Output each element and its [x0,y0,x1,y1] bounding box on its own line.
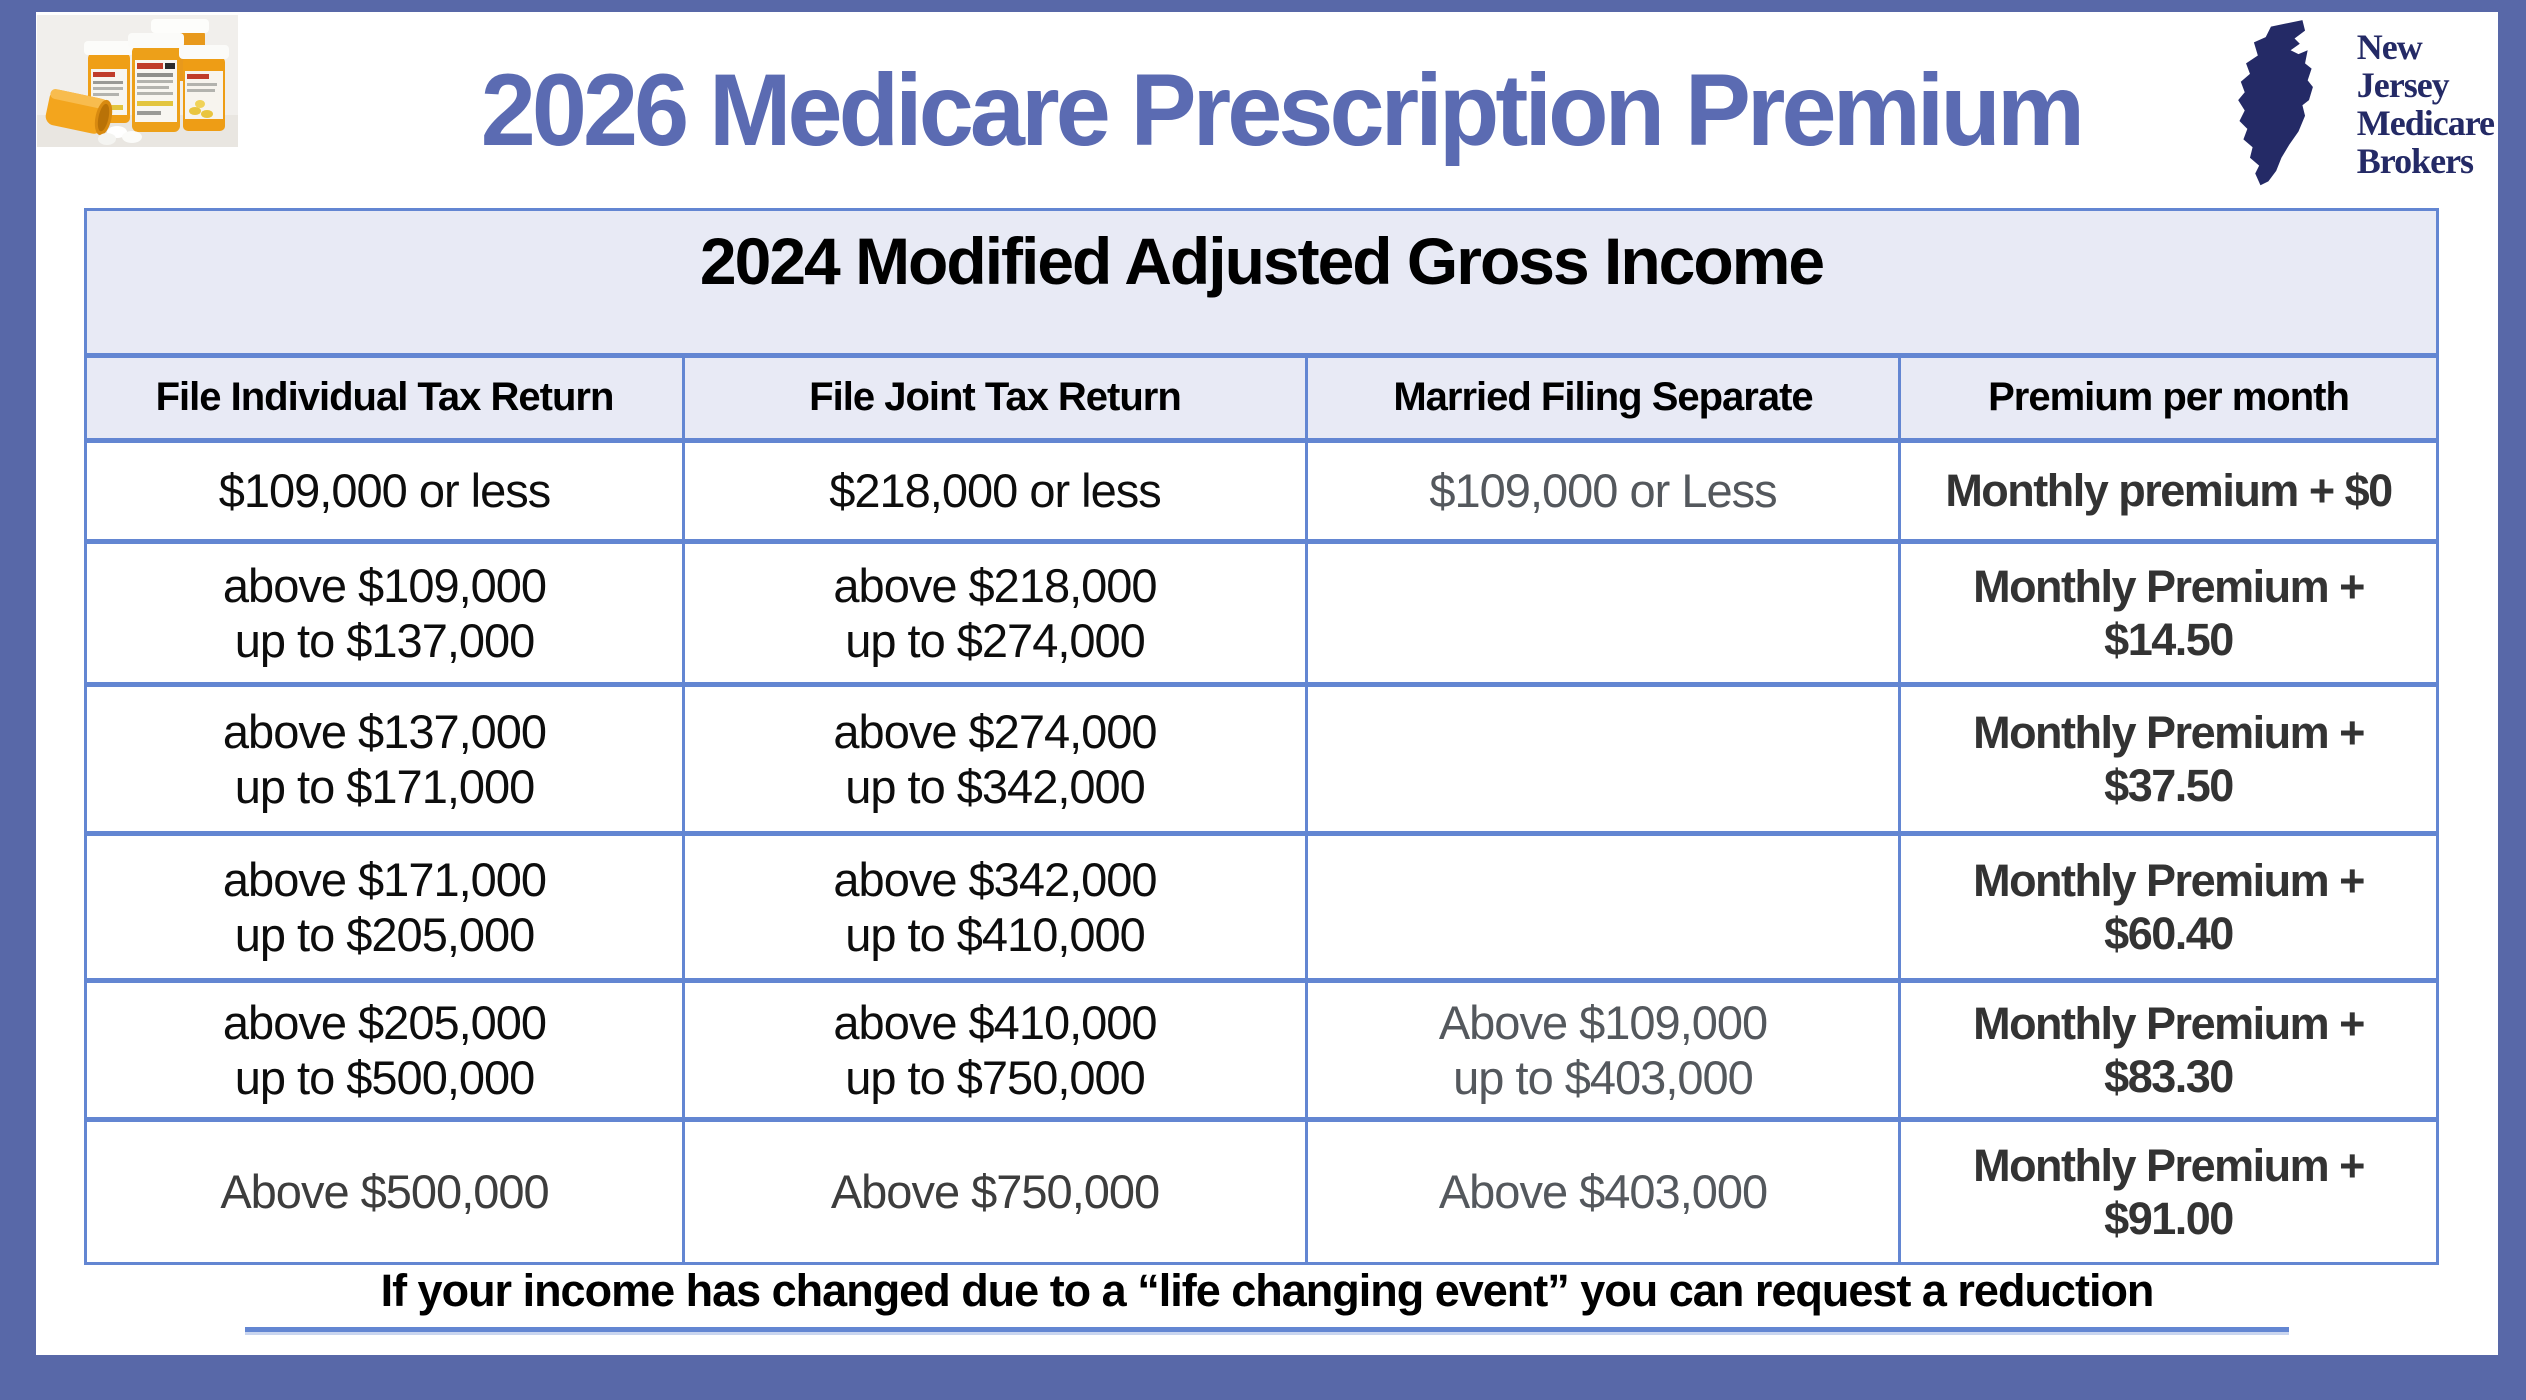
cell-r1-individual: $109,000 or less [87,443,682,539]
column-header-joint: File Joint Tax Return [685,358,1305,438]
cell-r2-separate [1308,544,1898,682]
cell-r3-separate [1308,687,1898,831]
cell-r6-joint: Above $750,000 [685,1122,1305,1262]
cell-r4-individual: above $171,000 up to $205,000 [87,836,682,978]
cell-r1-joint: $218,000 or less [685,443,1305,539]
cell-r6-premium: Monthly Premium + $91.00 [1901,1122,2436,1262]
table-banner: 2024 Modified Adjusted Gross Income [87,211,2436,353]
cell-r5-premium: Monthly Premium + $83.30 [1901,983,2436,1117]
footer: If your income has changed due to a “lif… [36,1265,2498,1332]
brand-logo: New Jersey Medicare Brokers [2229,16,2495,192]
footer-note: If your income has changed due to a “lif… [380,1265,2155,1316]
brand-line: Brokers [2356,141,2474,182]
brand-line: New [2356,26,2423,67]
cell-r5-joint: above $410,000 up to $750,000 [685,983,1305,1117]
pill-bottles-image [37,15,238,147]
cell-r6-individual: Above $500,000 [87,1122,682,1262]
column-header-premium: Premium per month [1901,358,2436,438]
brand-line: Jersey [2356,64,2450,105]
cell-r1-premium: Monthly premium + $0 [1901,443,2436,539]
cell-r4-premium: Monthly Premium + $60.40 [1901,836,2436,978]
cell-r2-individual: above $109,000 up to $137,000 [87,544,682,682]
cell-r2-joint: above $218,000 up to $274,000 [685,544,1305,682]
cell-r4-joint: above $342,000 up to $410,000 [685,836,1305,978]
page-title: 2026 Medicare Prescription Premium [480,52,2085,167]
column-header-separate: Married Filing Separate [1308,358,1898,438]
cell-r3-premium: Monthly Premium + $37.50 [1901,687,2436,831]
cell-r5-separate: Above $109,000 up to $403,000 [1308,983,1898,1117]
nj-state-icon [2237,20,2313,186]
header: 2026 Medicare Prescription Premium New J… [36,12,2498,208]
brand-name: New Jersey Medicare Brokers [2356,26,2495,182]
title-wrap: 2026 Medicare Prescription Premium [36,12,2498,208]
income-table: 2024 Modified Adjusted Gross Income File… [84,208,2439,1265]
cell-r1-separate: $109,000 or Less [1308,443,1898,539]
cell-r2-premium: Monthly Premium + $14.50 [1901,544,2436,682]
cell-r6-separate: Above $403,000 [1308,1122,1898,1262]
content-area: 2026 Medicare Prescription Premium New J… [36,12,2498,1355]
cell-r4-separate [1308,836,1898,978]
cell-r3-individual: above $137,000 up to $171,000 [87,687,682,831]
brand-line: Medicare [2356,103,2495,143]
cell-r5-individual: above $205,000 up to $500,000 [87,983,682,1117]
column-header-individual: File Individual Tax Return [87,358,682,438]
footer-underline [245,1327,2289,1332]
cell-r3-joint: above $274,000 up to $342,000 [685,687,1305,831]
